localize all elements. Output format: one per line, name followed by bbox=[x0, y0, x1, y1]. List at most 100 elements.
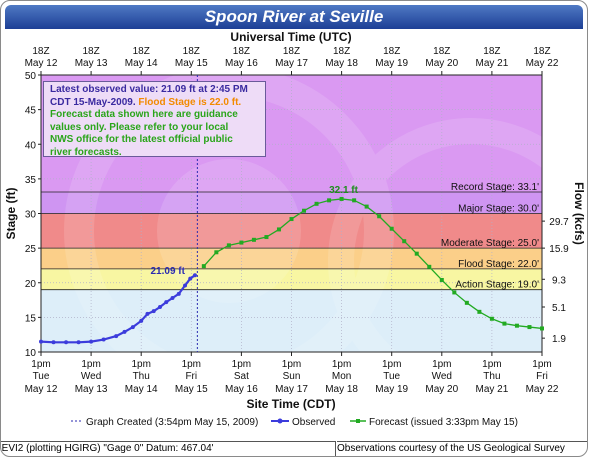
bottom-axis-title: Site Time (CDT) bbox=[246, 397, 335, 411]
bottom-tick-day: Wed bbox=[432, 371, 452, 382]
bottom-tick-day: Tue bbox=[33, 371, 50, 382]
top-tick-time: 18Z bbox=[32, 46, 49, 57]
top-tick-date: May 20 bbox=[425, 58, 458, 69]
threshold-label: Action Stage: 19.0' bbox=[455, 280, 539, 291]
bottom-tick-time: 1pm bbox=[482, 359, 501, 370]
forecast-crest-label: 32.1 ft bbox=[329, 185, 359, 196]
top-tick-date: May 12 bbox=[25, 58, 58, 69]
top-tick-date: May 16 bbox=[225, 58, 258, 69]
forecast-point bbox=[239, 240, 244, 245]
observed-point bbox=[101, 337, 106, 342]
bottom-tick-time: 1pm bbox=[382, 359, 401, 370]
bottom-tick-date: May 12 bbox=[25, 384, 58, 395]
bottom-tick-time: 1pm bbox=[31, 359, 50, 370]
forecast-line bbox=[203, 198, 543, 330]
forecast-point bbox=[477, 309, 482, 314]
legend-created-label: Graph Created (3:54pm May 15, 2009) bbox=[86, 417, 258, 428]
forecast-point bbox=[514, 323, 519, 328]
top-tick-date: May 17 bbox=[275, 58, 308, 69]
observed-latest-label: 21.09 ft bbox=[150, 266, 185, 277]
bottom-tick-day: Sat bbox=[234, 371, 249, 382]
bottom-tick-date: May 19 bbox=[375, 384, 408, 395]
forecast-point bbox=[214, 250, 219, 255]
top-tick-date: May 21 bbox=[476, 58, 509, 69]
legend-forecast-marker bbox=[356, 419, 360, 423]
forecast-point bbox=[402, 239, 407, 244]
forecast-point bbox=[377, 214, 382, 219]
forecast-point bbox=[276, 227, 281, 232]
bottom-tick-day: Thu bbox=[483, 371, 500, 382]
observed-point bbox=[130, 325, 135, 330]
top-tick-date: May 19 bbox=[375, 58, 408, 69]
bottom-tick-date: May 21 bbox=[476, 384, 509, 395]
bottom-tick-time: 1pm bbox=[282, 359, 301, 370]
footer-credit: Observations courtesy of the US Geologic… bbox=[337, 441, 587, 456]
left-axis-title: Stage (ft) bbox=[4, 188, 18, 240]
bottom-tick-day: Thu bbox=[133, 371, 150, 382]
left-tick-label: 45 bbox=[25, 106, 37, 117]
left-tick-label: 30 bbox=[25, 210, 37, 221]
forecast-point bbox=[352, 198, 357, 203]
legend-observed-label: Observed bbox=[292, 417, 335, 428]
info-line-5: NWS office for the latest official publi… bbox=[50, 134, 233, 146]
observed-point bbox=[39, 339, 43, 344]
observed-point bbox=[183, 283, 188, 288]
forecast-point bbox=[251, 237, 256, 242]
bottom-tick-day: Mon bbox=[332, 371, 351, 382]
forecast-point bbox=[439, 277, 444, 282]
top-tick-date: May 15 bbox=[175, 58, 208, 69]
forecast-point bbox=[452, 290, 457, 295]
observed-point bbox=[164, 300, 169, 305]
bottom-tick-date: May 15 bbox=[175, 384, 208, 395]
left-tick-label: 20 bbox=[25, 279, 37, 290]
bottom-tick-time: 1pm bbox=[532, 359, 551, 370]
observed-point bbox=[170, 295, 175, 300]
noaa-watermark bbox=[64, 66, 587, 404]
bottom-tick-day: Wed bbox=[81, 371, 101, 382]
forecast-point bbox=[201, 264, 206, 269]
forecast-point bbox=[414, 251, 419, 256]
bottom-tick-date: May 18 bbox=[325, 384, 358, 395]
observed-point bbox=[122, 329, 127, 334]
threshold-label: Moderate Stage: 25.0' bbox=[441, 238, 539, 249]
top-tick-date: May 22 bbox=[526, 58, 559, 69]
observed-point bbox=[139, 318, 144, 323]
forecast-point bbox=[264, 235, 269, 240]
bottom-tick-time: 1pm bbox=[332, 359, 351, 370]
top-tick-date: May 18 bbox=[325, 58, 358, 69]
bottom-tick-day: Tue bbox=[383, 371, 400, 382]
left-tick-label: 35 bbox=[25, 175, 37, 186]
top-tick-time: 18Z bbox=[333, 46, 350, 57]
top-tick-time: 18Z bbox=[533, 46, 550, 57]
forecast-point bbox=[540, 326, 544, 331]
top-tick-time: 18Z bbox=[433, 46, 450, 57]
bottom-tick-time: 1pm bbox=[182, 359, 201, 370]
info-line-2: CDT 15-May-2009. Flood Stage is 22.0 ft. bbox=[50, 97, 262, 110]
right-axis-title: Flow (kcfs) bbox=[572, 182, 586, 245]
bottom-tick-day: Sun bbox=[283, 371, 301, 382]
observed-point bbox=[89, 339, 94, 344]
right-tick-label: 29.7 bbox=[549, 217, 569, 228]
hydrograph-chart: Record Stage: 33.1' Major Stage: 30.0' Mod… bbox=[4, 30, 587, 428]
forecast-point bbox=[389, 226, 394, 231]
forecast-point bbox=[489, 316, 494, 321]
forecast-point bbox=[339, 196, 344, 201]
bottom-tick-time: 1pm bbox=[81, 359, 100, 370]
observed-point bbox=[188, 276, 193, 281]
top-tick-time: 18Z bbox=[483, 46, 500, 57]
top-tick-time: 18Z bbox=[82, 46, 99, 57]
left-tick-label: 10 bbox=[25, 348, 37, 359]
bottom-tick-date: May 14 bbox=[125, 384, 158, 395]
forecast-point bbox=[427, 264, 432, 269]
bottom-tick-time: 1pm bbox=[432, 359, 451, 370]
forecast-point bbox=[314, 201, 319, 206]
forecast-point bbox=[289, 217, 294, 222]
right-tick-label: 5.1 bbox=[552, 303, 566, 314]
observed-point bbox=[151, 309, 156, 314]
threshold-label: Major Stage: 30.0' bbox=[458, 204, 539, 215]
observed-point bbox=[76, 340, 81, 345]
observed-point bbox=[64, 340, 69, 345]
chart-title: Spoon River at Seville bbox=[5, 5, 583, 29]
legend-forecast-label: Forecast (issued 3:33pm May 15) bbox=[369, 417, 518, 428]
